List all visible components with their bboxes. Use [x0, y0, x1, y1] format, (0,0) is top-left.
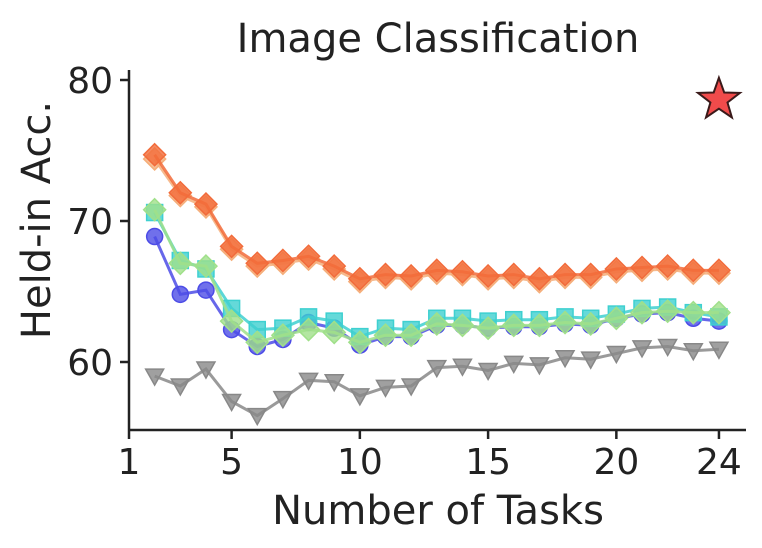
- data-point: [450, 313, 475, 338]
- data-point: [322, 320, 347, 345]
- data-point: [221, 393, 242, 413]
- data-point: [400, 378, 422, 397]
- data-point: [170, 378, 191, 397]
- x-tick-label: 10: [337, 442, 383, 483]
- data-point: [347, 266, 372, 291]
- data-point: [580, 351, 601, 370]
- data-point: [322, 254, 347, 279]
- data-point: [501, 262, 526, 287]
- data-point: [245, 251, 270, 276]
- data-point: [503, 355, 525, 374]
- star-layer: [695, 74, 743, 120]
- x-tick-label: 24: [696, 442, 742, 483]
- data-point: [681, 258, 706, 283]
- y-tick-label: 60: [67, 343, 113, 384]
- data-point: [349, 388, 371, 407]
- y-tick-label: 80: [67, 61, 113, 102]
- data-point: [245, 330, 270, 355]
- data-point: [657, 338, 678, 358]
- y-axis-label: Held-in Acc.: [14, 101, 60, 339]
- data-point: [604, 256, 629, 282]
- data-point: [144, 368, 165, 387]
- data-point: [296, 244, 321, 269]
- x-tick-label: 5: [220, 442, 243, 483]
- data-point: [527, 266, 552, 291]
- data-point: [195, 361, 217, 380]
- data-point: [604, 306, 629, 331]
- data-point: [270, 323, 295, 348]
- x-tick-label: 15: [465, 442, 511, 483]
- data-point: [683, 342, 704, 362]
- data-point: [529, 357, 550, 376]
- series-layer: [142, 142, 732, 427]
- series-6: [142, 142, 732, 291]
- data-point: [375, 379, 396, 398]
- data-point: [270, 248, 295, 273]
- data-point: [373, 262, 398, 287]
- data-point: [552, 310, 578, 335]
- data-point: [629, 300, 655, 325]
- data-point: [145, 227, 164, 246]
- data-point: [629, 255, 655, 280]
- data-point: [552, 262, 578, 287]
- data-point: [706, 258, 732, 283]
- data-point: [578, 311, 603, 336]
- data-point: [272, 390, 294, 410]
- data-point: [501, 313, 526, 338]
- data-point: [631, 340, 653, 359]
- data-point: [426, 359, 448, 379]
- data-point: [296, 317, 321, 342]
- data-point: [424, 311, 449, 336]
- data-point: [452, 358, 473, 377]
- data-point: [578, 262, 603, 287]
- data-point: [476, 316, 501, 341]
- data-point: [171, 285, 190, 304]
- data-point: [193, 254, 219, 279]
- series-4: [142, 197, 732, 355]
- data-point: [298, 372, 319, 391]
- x-tick-label: 1: [118, 442, 141, 483]
- data-point: [323, 373, 345, 393]
- data-point: [606, 345, 627, 365]
- series-line: [154, 344, 720, 418]
- data-point: [168, 180, 193, 205]
- data-point: [681, 300, 706, 325]
- data-point: [168, 251, 193, 276]
- data-point: [197, 281, 215, 299]
- data-point: [142, 197, 167, 222]
- data-point: [527, 313, 552, 338]
- data-point: [399, 323, 424, 348]
- data-point: [424, 258, 449, 283]
- data-point: [399, 263, 424, 289]
- data-point: [476, 263, 501, 289]
- data-point: [706, 300, 732, 325]
- data-point: [477, 362, 499, 381]
- data-point: [219, 309, 244, 334]
- data-point: [373, 323, 398, 348]
- data-point: [554, 350, 576, 369]
- data-point: [193, 192, 219, 217]
- x-tick-label: 20: [593, 442, 639, 483]
- data-point: [219, 234, 244, 259]
- data-point: [246, 407, 268, 427]
- y-tick-label: 70: [67, 202, 113, 243]
- data-point: [655, 299, 680, 324]
- data-point: [142, 142, 167, 167]
- data-point: [347, 330, 372, 355]
- star-marker: [695, 74, 743, 120]
- data-point: [708, 341, 730, 360]
- x-axis-label: Number of Tasks: [272, 488, 604, 534]
- chart-title: Image Classification: [237, 16, 640, 62]
- series-1: [144, 338, 730, 427]
- data-point: [450, 259, 475, 284]
- data-point: [655, 254, 680, 279]
